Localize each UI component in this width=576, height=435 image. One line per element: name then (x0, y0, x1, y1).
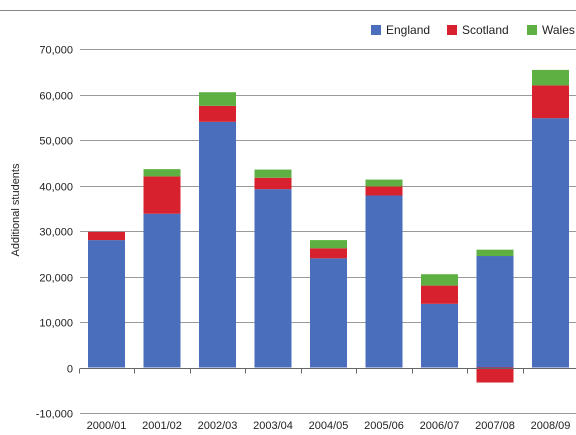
legend-label-england: England (386, 23, 430, 37)
bar-wales-2003-04 (254, 169, 292, 178)
bar-england-2000-01 (88, 240, 125, 368)
x-tick-label: 2000/01 (87, 420, 127, 432)
bar-england-2003-04 (254, 189, 292, 368)
x-tick-label: 2003/04 (253, 420, 293, 432)
bar-wales-2002-03 (199, 92, 236, 106)
bar-scotland-2005-06 (365, 186, 403, 196)
bar-scotland-2006-07 (421, 285, 458, 304)
y-tick-label: 60,000 (39, 91, 73, 103)
x-tick-label: 2001/02 (142, 420, 182, 432)
x-tick-label: 2002/03 (198, 420, 238, 432)
x-tick-label: 2005/06 (364, 420, 404, 432)
bar-england-2002-03 (199, 121, 236, 368)
y-axis-ticks: -10,000 0 10,000 20,000 30,000 40,000 50,000 60… (36, 45, 73, 421)
y-tick-label: -10,000 (36, 409, 73, 421)
bar-scotland-2002-03 (199, 105, 236, 122)
x-tick-label: 2008/09 (531, 420, 571, 432)
bar-scotland-2001-02 (143, 176, 181, 214)
bar-wales-2005-06 (365, 179, 403, 187)
bar-england-2008-09 (532, 118, 569, 368)
bar-wales-2004-05 (310, 240, 347, 249)
bar-england-2004-05 (310, 258, 347, 368)
bar-england-2006-07 (421, 303, 458, 368)
y-tick-label: 70,000 (39, 45, 73, 57)
bar-england-2007-08 (476, 256, 514, 368)
legend-swatch-scotland (447, 25, 457, 35)
bar-scotland-2000-01 (88, 231, 125, 241)
y-tick-label: 10,000 (39, 318, 73, 330)
bar-wales-2001-02 (143, 169, 181, 177)
x-axis-ticks: 2000/01 2001/02 2002/03 2003/04 2004/05 2005/… (87, 420, 571, 432)
y-tick-label: 30,000 (39, 227, 73, 239)
y-tick-label: 40,000 (39, 182, 73, 194)
bar-scotland-2003-04 (254, 177, 292, 190)
bar-england-2001-02 (143, 213, 181, 368)
legend-swatch-wales (527, 25, 537, 35)
y-tick-label: 20,000 (39, 273, 73, 285)
x-axis (79, 368, 576, 374)
x-tick-label: 2006/07 (420, 420, 460, 432)
bar-wales-2006-07 (421, 274, 458, 286)
x-tick-label: 2007/08 (475, 420, 515, 432)
bar-england-2005-06 (365, 195, 403, 368)
bars (88, 69, 569, 383)
legend: England Scotland Wales (371, 23, 575, 37)
bar-scotland-2008-09 (532, 85, 569, 119)
bar-scotland-2007-08 (476, 367, 514, 383)
legend-swatch-england (371, 25, 381, 35)
y-tick-label: 50,000 (39, 136, 73, 148)
y-axis-title: Additional students (10, 163, 22, 256)
y-tick-label: 0 (67, 364, 73, 376)
legend-label-scotland: Scotland (462, 23, 509, 37)
bar-wales-2007-08 (476, 249, 514, 257)
bar-wales-2008-09 (532, 69, 569, 86)
x-tick-label: 2004/05 (309, 420, 349, 432)
bar-scotland-2004-05 (310, 248, 347, 259)
legend-label-wales: Wales (542, 23, 575, 37)
